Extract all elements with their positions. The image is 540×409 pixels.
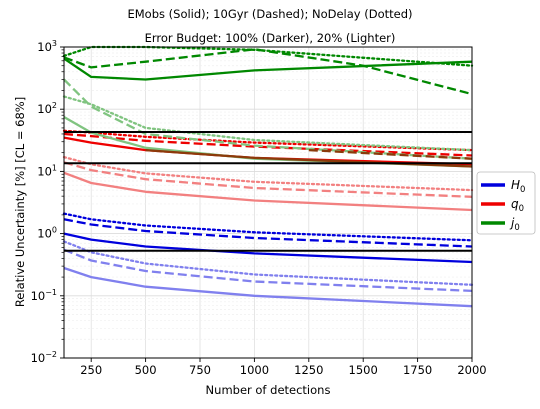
series-line-j_dark-dashed: [63, 48, 473, 96]
hline-layer: [64, 130, 472, 252]
series-line-H_light-solid: [63, 266, 473, 308]
x-tick-label: 500: [135, 363, 157, 377]
x-tick-label: 2000: [457, 363, 486, 377]
legend-label: j0: [509, 216, 520, 233]
series-line-j_dark-solid: [63, 57, 473, 81]
y-tick-label: 100: [37, 226, 57, 241]
legend: H0 q0 j0: [476, 171, 536, 235]
x-tick-label: 1750: [403, 363, 432, 377]
legend-box: [476, 171, 536, 235]
series-line-q_light-dotted: [62, 155, 474, 192]
legend-label: q0: [511, 197, 524, 214]
plot-frame: [63, 46, 473, 359]
series-layer: [62, 45, 474, 308]
x-tick-label: 250: [80, 363, 102, 377]
y-tick-label: 10−2: [31, 350, 57, 365]
y-axis-label: Relative Uncertainty [%] [CL = 68%]: [13, 97, 27, 307]
series-line-q_light-solid: [63, 171, 473, 212]
x-axis-label: Number of detections: [206, 383, 331, 397]
x-tick-label: 1250: [294, 363, 323, 377]
series-line-q_light-dashed: [63, 161, 473, 198]
series-line-H_light-dashed: [63, 248, 473, 293]
x-tick-label: 750: [189, 363, 211, 377]
y-tick-label: 103: [37, 39, 57, 54]
x-tick-label: 1500: [349, 363, 378, 377]
y-tick-label: 102: [37, 101, 57, 116]
legend-label: H0: [511, 178, 525, 195]
chart-title-line1: EMobs (Solid); 10Gyr (Dashed); NoDelay (…: [127, 7, 412, 21]
y-axis: 10−2 10−1 100 101 102 103: [31, 39, 64, 365]
series-line-H_light-dotted: [62, 240, 474, 286]
series-line-j_light-dotted: [62, 95, 474, 152]
series-line-qj_overlap-dashed: [308, 148, 473, 160]
series-line-H_dark-dashed: [63, 218, 473, 248]
series-line-H_dark-solid: [63, 232, 473, 264]
series-line-q_dark-dotted: [62, 129, 474, 152]
grid-layer: [64, 47, 473, 359]
y-tick-label: 10−1: [31, 288, 57, 303]
series-line-q_dark-dashed: [63, 132, 473, 157]
y-tick-label: 101: [37, 163, 57, 178]
x-tick-label: 1000: [240, 363, 269, 377]
x-axis: 250 500 750 1000 1250 1500 1750 2000: [80, 358, 487, 377]
series-line-H_dark-dotted: [62, 212, 474, 242]
chart-title-line2: Error Budget: 100% (Darker), 20% (Lighte…: [145, 31, 396, 45]
